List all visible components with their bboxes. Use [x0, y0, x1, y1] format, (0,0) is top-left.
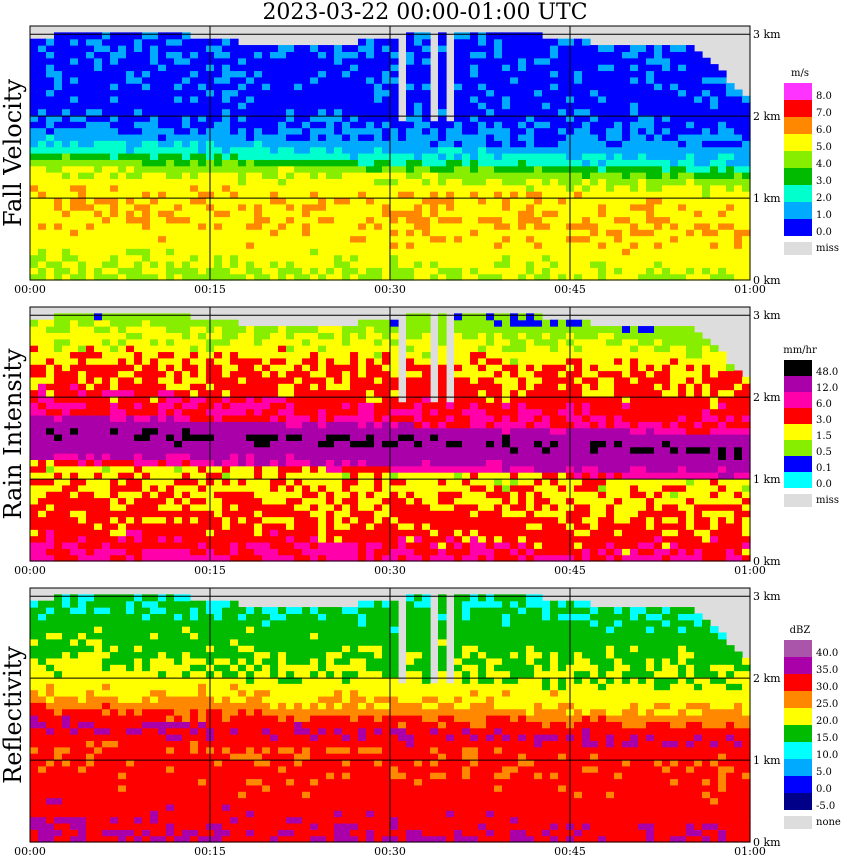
- legend-missing-label: miss: [816, 495, 839, 506]
- height-tick-label: 2 km: [753, 391, 781, 404]
- height-tick-label: 1 km: [753, 192, 781, 205]
- legend-swatch: [784, 185, 812, 202]
- time-tick-label: 00:30: [374, 845, 406, 858]
- legend-swatch: [784, 776, 812, 793]
- time-tick-label: 00:30: [374, 283, 406, 296]
- legend-label: 30.0: [816, 682, 838, 693]
- legend-label: 10.0: [816, 750, 838, 761]
- height-tick-label: 3 km: [753, 590, 781, 603]
- legend-label: 1.0: [816, 210, 832, 221]
- legend: mm/hr 48.0 12.0 6.0 3.0 1.5 0.5 0.1 0.0 miss: [783, 345, 839, 507]
- legend-swatch: [784, 456, 812, 472]
- panel-3: 0 km 1 km 2 km 3 km 00:00 00:15 00:30 00:45 01:0…: [0, 588, 841, 858]
- time-tick-label: 00:00: [14, 564, 46, 577]
- legend-swatch: [784, 759, 812, 776]
- height-tick-label: 1 km: [753, 473, 781, 486]
- legend-swatch: [784, 408, 812, 424]
- legend-label: 6.0: [816, 399, 832, 410]
- legend-unit: m/s: [791, 68, 809, 79]
- legend-label: 7.0: [816, 108, 832, 119]
- legend-label: -5.0: [816, 801, 835, 812]
- legend-label: 3.0: [816, 176, 832, 187]
- y-axis-label: Rain Intensity: [0, 348, 27, 520]
- legend-swatch: [784, 360, 812, 376]
- time-tick-label: 01:00: [734, 283, 766, 296]
- time-tick-label: 00:15: [194, 845, 226, 858]
- legend-label: 5.0: [816, 142, 832, 153]
- legend-missing-swatch: [784, 242, 812, 255]
- time-tick-label: 00:15: [194, 283, 226, 296]
- legend-label: 1.5: [816, 431, 832, 442]
- legend-swatch: [784, 100, 812, 117]
- legend-label: 5.0: [816, 767, 832, 778]
- legend-swatch: [784, 691, 812, 708]
- legend-swatch: [784, 440, 812, 456]
- legend: m/s 8.0 7.0 6.0 5.0 4.0 3.0 2.0 1.0 0.0 miss: [784, 68, 839, 255]
- time-tick-label: 00:00: [14, 283, 46, 296]
- legend-swatch: [784, 392, 812, 408]
- legend-swatch: [784, 202, 812, 219]
- legend-unit: mm/hr: [783, 345, 817, 356]
- legend-label: 0.1: [816, 463, 832, 474]
- legend-label: 8.0: [816, 91, 832, 102]
- legend-swatch: [784, 151, 812, 168]
- legend-swatch: [784, 117, 812, 134]
- legend-label: 2.0: [816, 193, 832, 204]
- legend-swatch: [784, 134, 812, 151]
- legend-label: 0.0: [816, 784, 832, 795]
- legend-swatch: [784, 657, 812, 674]
- time-tick-label: 00:00: [14, 845, 46, 858]
- legend-label: 4.0: [816, 159, 832, 170]
- legend-unit: dBZ: [790, 625, 811, 636]
- time-tick-label: 00:45: [554, 283, 586, 296]
- height-tick-label: 2 km: [753, 110, 781, 123]
- legend-swatch: [784, 424, 812, 440]
- legend-swatch: [784, 472, 812, 488]
- legend-label: 48.0: [816, 367, 838, 378]
- legend-swatch: [784, 376, 812, 392]
- time-tick-label: 00:15: [194, 564, 226, 577]
- legend-label: 0.5: [816, 447, 832, 458]
- height-tick-label: 1 km: [753, 754, 781, 767]
- time-tick-label: 00:45: [554, 564, 586, 577]
- legend-missing-label: miss: [816, 243, 839, 254]
- legend-label: 40.0: [816, 648, 838, 659]
- legend-label: 25.0: [816, 699, 838, 710]
- legend-swatch: [784, 219, 812, 236]
- legend-swatch: [784, 793, 812, 810]
- legend-label: 3.0: [816, 415, 832, 426]
- legend-label: 35.0: [816, 665, 838, 676]
- legend-swatch: [784, 640, 812, 657]
- legend-missing-label: none: [816, 817, 841, 828]
- legend-label: 12.0: [816, 383, 838, 394]
- legend-label: 0.0: [816, 227, 832, 238]
- legend-swatch: [784, 708, 812, 725]
- legend-missing-swatch: [784, 816, 812, 829]
- time-tick-label: 00:45: [554, 845, 586, 858]
- y-axis-label: Fall Velocity: [0, 79, 27, 228]
- panel-1: 0 km 1 km 2 km 3 km 00:00 00:15 00:30 00:45 01:0…: [0, 26, 839, 296]
- height-tick-label: 3 km: [753, 28, 781, 41]
- legend-swatch: [784, 742, 812, 759]
- legend-swatch: [784, 674, 812, 691]
- legend-swatch: [784, 725, 812, 742]
- panel-2: 0 km1 km2 km3 km00:00 00:15 00:30 00:45 01:0…: [0, 307, 839, 577]
- time-tick-label: 01:00: [734, 845, 766, 858]
- legend-missing-swatch: [784, 494, 812, 507]
- legend-label: 0.0: [816, 479, 832, 490]
- time-tick-label: 01:00: [734, 564, 766, 577]
- y-axis-label: Reflectivity: [0, 646, 27, 784]
- legend-label: 15.0: [816, 733, 838, 744]
- legend-label: 20.0: [816, 716, 838, 727]
- legend: dBZ 40.0 35.0 30.0 25.0 20.0 15.0 10.0 5.0 0.0 -5.…: [784, 625, 841, 829]
- height-tick-label: 3 km: [753, 309, 781, 322]
- legend-swatch: [784, 83, 812, 100]
- time-tick-label: 00:30: [374, 564, 406, 577]
- legend-label: 6.0: [816, 125, 832, 136]
- height-tick-label: 2 km: [753, 672, 781, 685]
- legend-swatch: [784, 168, 812, 185]
